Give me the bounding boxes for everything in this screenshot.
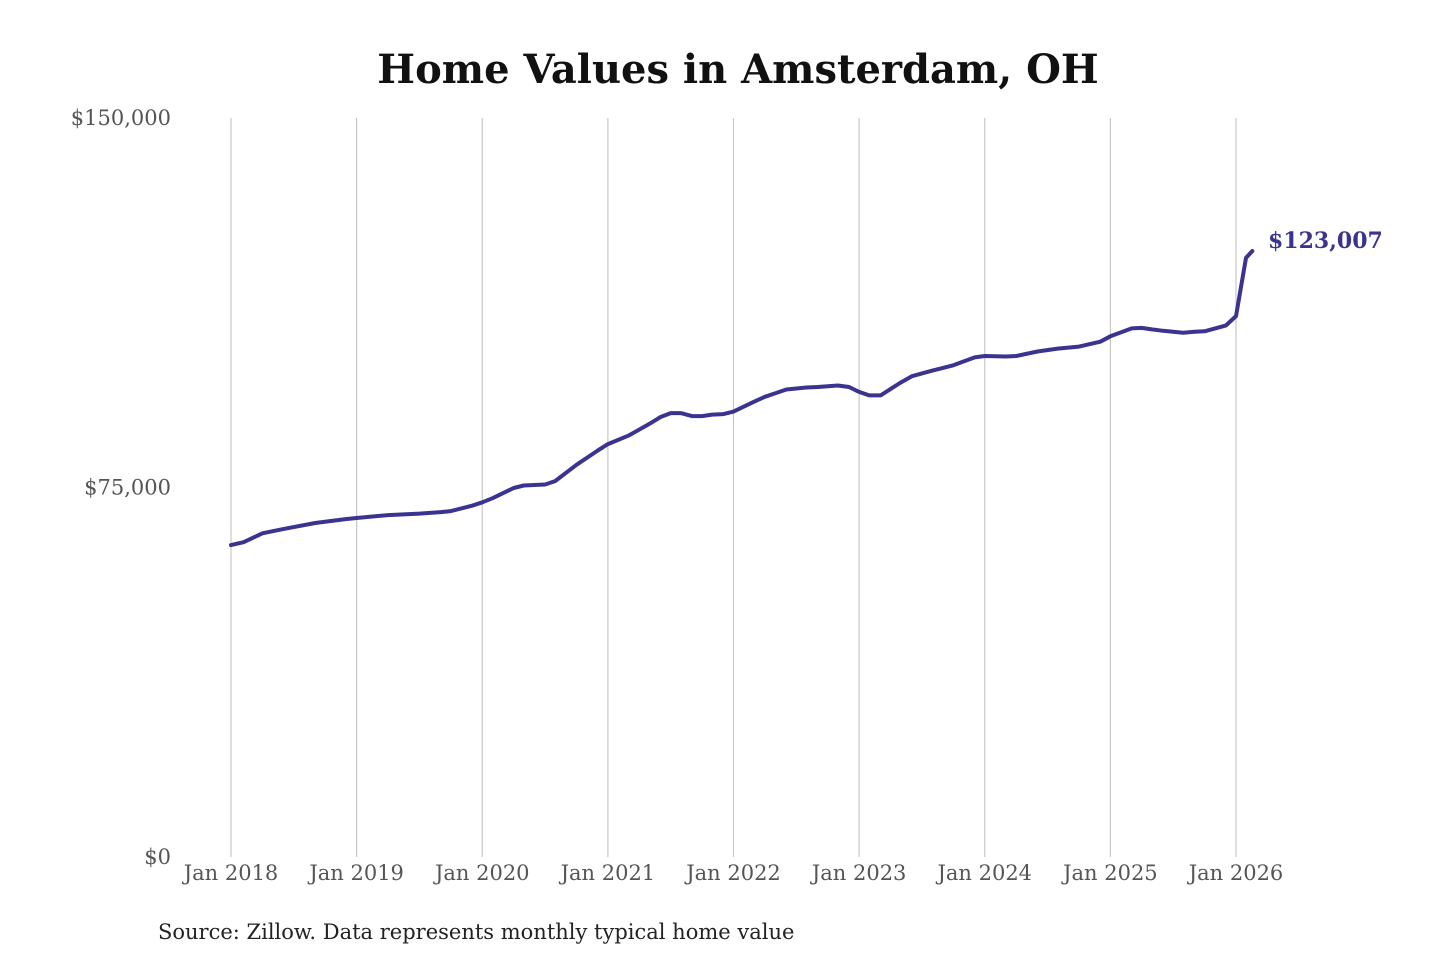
x-tick-label: Jan 2021 [559, 861, 656, 885]
x-tick-label: Jan 2025 [1061, 861, 1158, 885]
x-tick-label: Jan 2024 [935, 861, 1032, 885]
x-tick-label: Jan 2023 [810, 861, 907, 885]
x-axis-ticks: Jan 2018 Jan 2019 Jan 2020 Jan 2021 Jan 2022… [182, 861, 1284, 885]
y-axis-ticks: $0 $75,000 $150,000 [71, 106, 171, 869]
chart-title: Home Values in Amsterdam, OH [377, 46, 1098, 93]
x-tick-label: Jan 2019 [307, 861, 404, 885]
y-tick-label: $150,000 [71, 106, 171, 130]
source-note: Source: Zillow. Data represents monthly … [158, 920, 794, 944]
x-tick-label: Jan 2018 [182, 861, 279, 885]
series-line [229, 249, 1255, 548]
x-tick-label: Jan 2022 [684, 861, 781, 885]
y-tick-label: $0 [144, 845, 171, 869]
latest-value-label: $123,007 [1268, 228, 1383, 254]
x-tick-label: Jan 2020 [433, 861, 530, 885]
y-tick-label: $75,000 [84, 476, 171, 500]
grid-lines [230, 118, 1237, 857]
x-tick-label: Jan 2026 [1187, 861, 1284, 885]
